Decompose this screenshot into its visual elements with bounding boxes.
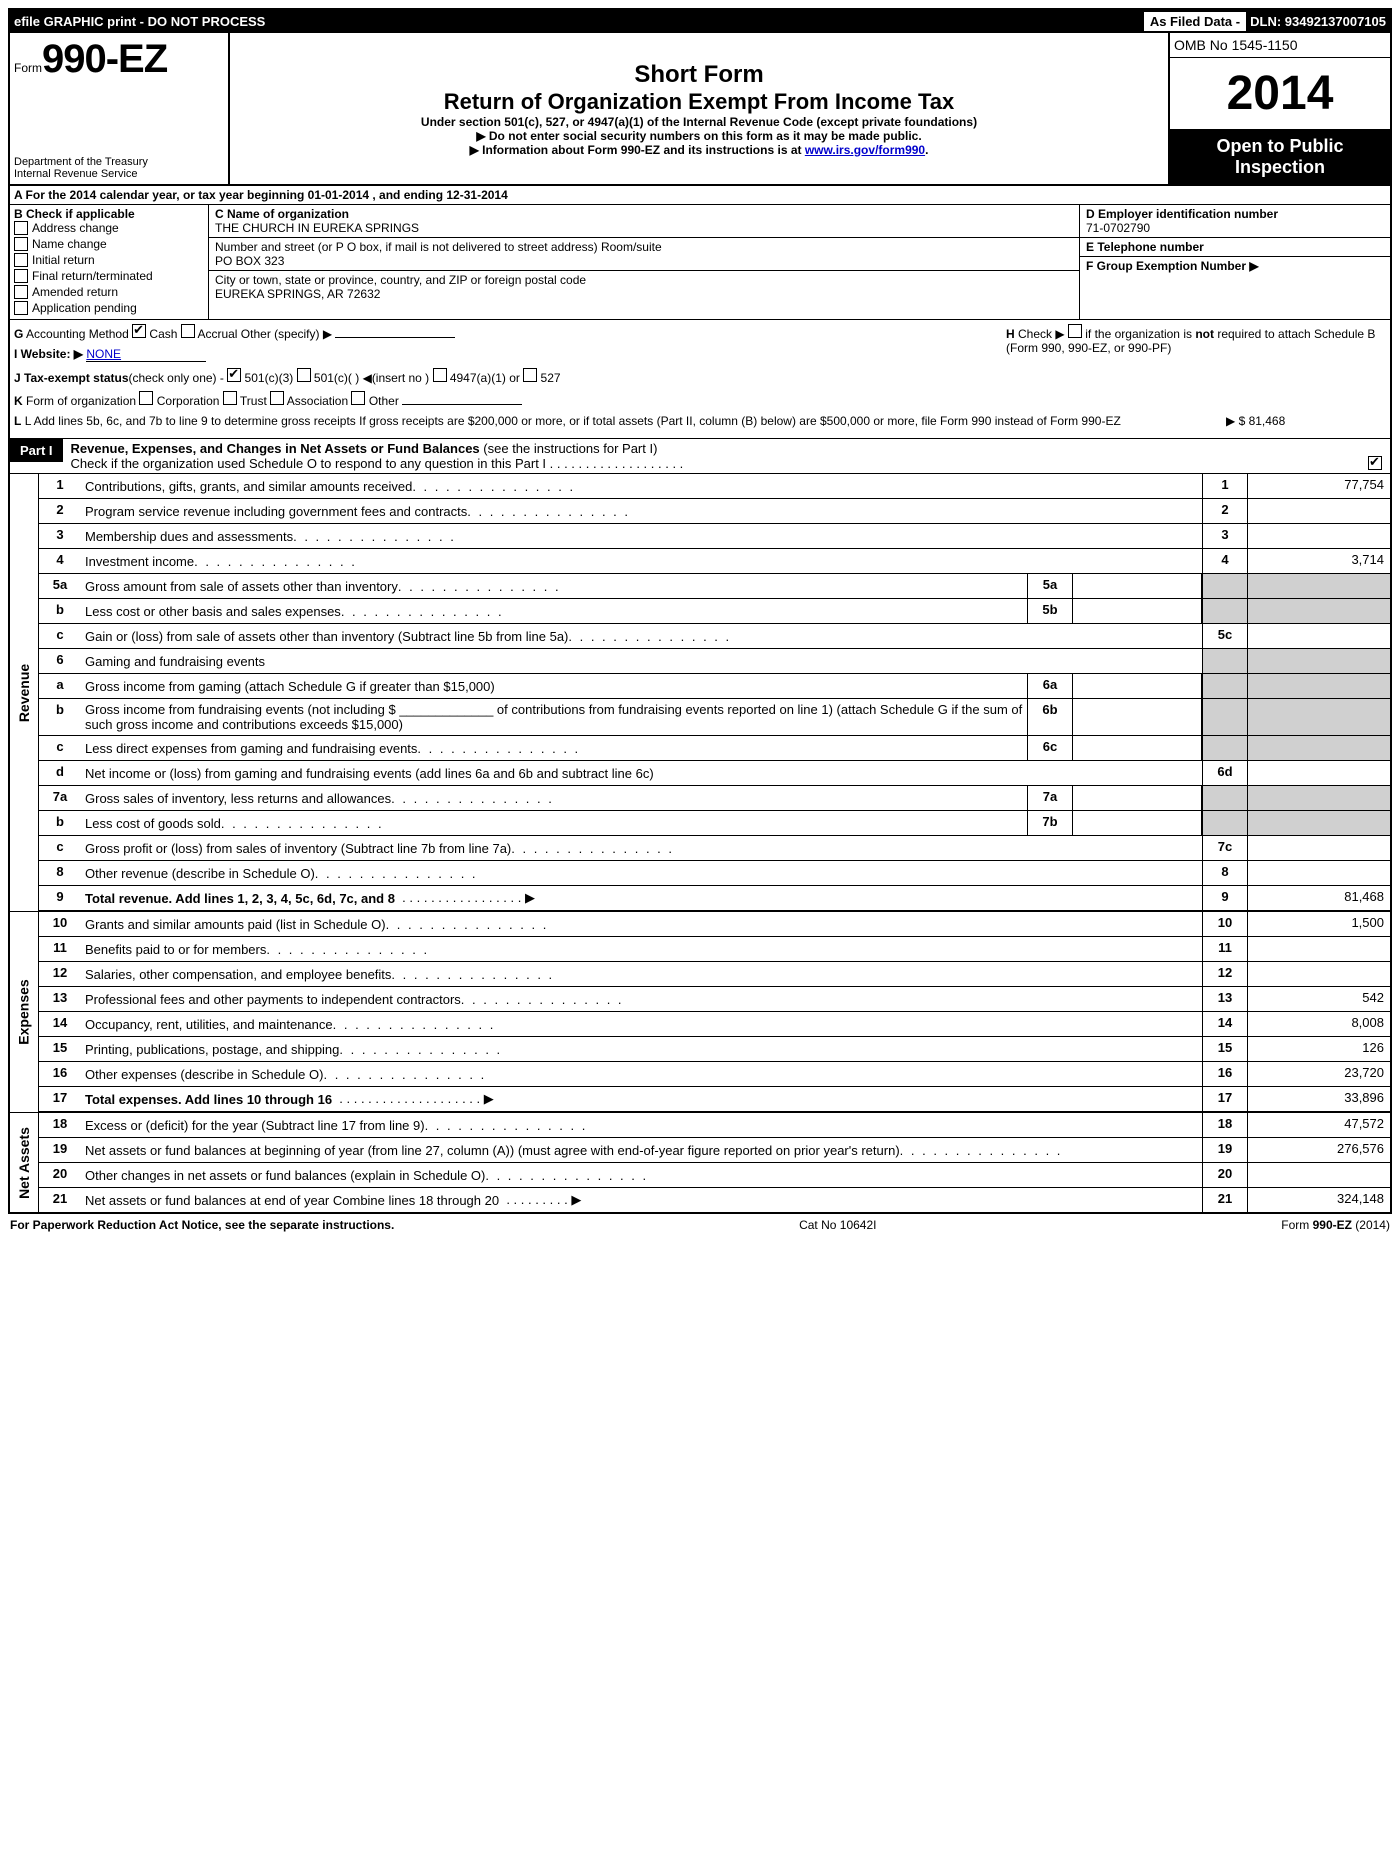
section-a: A For the 2014 calendar year, or tax yea…	[10, 186, 1390, 205]
checkbox-trust[interactable]	[223, 391, 237, 405]
footer-left: For Paperwork Reduction Act Notice, see …	[10, 1218, 394, 1232]
subtitle: Under section 501(c), 527, or 4947(a)(1)…	[238, 115, 1160, 129]
section-k: K Form of organization Corporation Trust…	[14, 391, 1386, 408]
checkbox-pending[interactable]	[14, 301, 28, 315]
checkbox-initial-return[interactable]	[14, 253, 28, 267]
checkbox-accrual[interactable]	[181, 324, 195, 338]
org-street: PO BOX 323	[215, 254, 1073, 268]
section-b: B Check if applicable Address change Nam…	[10, 205, 209, 319]
irs-link[interactable]: www.irs.gov/form990	[805, 143, 925, 157]
expenses-section: Expenses 10Grants and similar amounts pa…	[10, 911, 1390, 1112]
checkbox-assoc[interactable]	[270, 391, 284, 405]
part1-title: Revenue, Expenses, and Changes in Net As…	[63, 439, 1390, 473]
top-bar-dln: DLN: 93492137007105	[1250, 14, 1386, 29]
line-4-val: 3,714	[1248, 549, 1390, 573]
checkbox-527[interactable]	[523, 368, 537, 382]
checkbox-cash[interactable]	[132, 324, 146, 338]
form-container: efile GRAPHIC print - DO NOT PROCESS As …	[8, 8, 1392, 1214]
line-21-val: 324,148	[1248, 1188, 1390, 1212]
dept-treasury: Department of the Treasury	[14, 156, 224, 168]
netassets-section: Net Assets 18Excess or (deficit) for the…	[10, 1112, 1390, 1212]
org-city: EUREKA SPRINGS, AR 72632	[215, 287, 1073, 301]
checkbox-final-return[interactable]	[14, 269, 28, 283]
line-19-val: 276,576	[1248, 1138, 1390, 1162]
top-bar: efile GRAPHIC print - DO NOT PROCESS As …	[10, 10, 1390, 33]
header-row: Form990-EZ Department of the Treasury In…	[10, 33, 1390, 186]
line-9-val: 81,468	[1248, 886, 1390, 910]
top-bar-left: efile GRAPHIC print - DO NOT PROCESS	[14, 14, 1140, 29]
part1-header: Part I Revenue, Expenses, and Changes in…	[10, 438, 1390, 474]
section-h: H Check ▶ if the organization is not req…	[1006, 324, 1386, 355]
revenue-section: Revenue 1Contributions, gifts, grants, a…	[10, 474, 1390, 911]
short-form-label: Short Form	[238, 61, 1160, 89]
header-left: Form990-EZ Department of the Treasury In…	[10, 33, 230, 184]
main-title: Return of Organization Exempt From Incom…	[238, 89, 1160, 115]
bcd-row: B Check if applicable Address change Nam…	[10, 205, 1390, 320]
tax-year: 2014	[1170, 58, 1390, 130]
section-l: L L Add lines 5b, 6c, and 7b to line 9 t…	[14, 414, 1386, 428]
checkbox-schedule-o[interactable]	[1368, 456, 1382, 470]
checkbox-other[interactable]	[351, 391, 365, 405]
omb-number: OMB No 1545-1150	[1170, 33, 1390, 58]
checkbox-4947[interactable]	[433, 368, 447, 382]
section-c: C Name of organization THE CHURCH IN EUR…	[209, 205, 1079, 319]
gross-receipts: ▶ $ 81,468	[1226, 414, 1386, 428]
checkbox-name-change[interactable]	[14, 237, 28, 251]
line-15-val: 126	[1248, 1037, 1390, 1061]
top-bar-mid: As Filed Data -	[1144, 12, 1246, 31]
part1-label: Part I	[10, 439, 63, 462]
checkbox-h[interactable]	[1068, 324, 1082, 338]
website-link[interactable]: NONE	[86, 347, 206, 362]
checkbox-corp[interactable]	[139, 391, 153, 405]
netassets-side-label: Net Assets	[10, 1113, 39, 1212]
section-j: J Tax-exempt status(check only one) - 50…	[14, 368, 1386, 385]
line-13-val: 542	[1248, 987, 1390, 1011]
line-10-val: 1,500	[1248, 912, 1390, 936]
info-line: ▶ Information about Form 990-EZ and its …	[238, 143, 1160, 157]
g-to-l-section: H Check ▶ if the organization is not req…	[10, 320, 1390, 438]
ein: 71-0702790	[1086, 221, 1150, 235]
line-18-val: 47,572	[1248, 1113, 1390, 1137]
expenses-side-label: Expenses	[10, 912, 39, 1112]
form-prefix: Form	[14, 61, 42, 75]
checkbox-amended[interactable]	[14, 285, 28, 299]
checkbox-address-change[interactable]	[14, 221, 28, 235]
dept-irs: Internal Revenue Service	[14, 168, 224, 180]
checkbox-501c[interactable]	[297, 368, 311, 382]
section-def: D Employer identification number 71-0702…	[1079, 205, 1390, 319]
org-name: THE CHURCH IN EUREKA SPRINGS	[215, 221, 1073, 235]
checkbox-501c3[interactable]	[227, 368, 241, 382]
line-1-val: 77,754	[1248, 474, 1390, 498]
line-17-val: 33,896	[1248, 1087, 1390, 1111]
line-14-val: 8,008	[1248, 1012, 1390, 1036]
footer-form: Form 990-EZ (2014)	[1281, 1218, 1390, 1232]
footer-catno: Cat No 10642I	[799, 1218, 876, 1232]
form-number: 990-EZ	[42, 37, 167, 81]
footer: For Paperwork Reduction Act Notice, see …	[8, 1214, 1392, 1236]
revenue-side-label: Revenue	[10, 474, 39, 911]
warn-line: ▶ Do not enter social security numbers o…	[238, 129, 1160, 143]
header-right: OMB No 1545-1150 2014 Open to Public Ins…	[1168, 33, 1390, 184]
inspection-label: Open to Public Inspection	[1170, 130, 1390, 184]
header-center: Short Form Return of Organization Exempt…	[230, 33, 1168, 184]
line-16-val: 23,720	[1248, 1062, 1390, 1086]
